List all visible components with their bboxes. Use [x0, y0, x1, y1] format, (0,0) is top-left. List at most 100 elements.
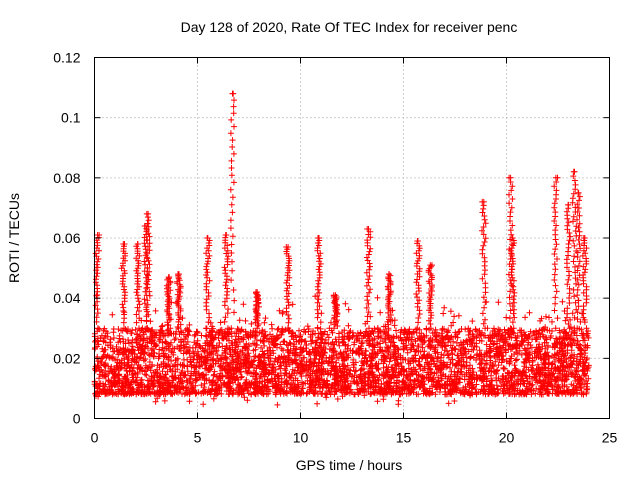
data-point: [183, 377, 190, 384]
data-point: [266, 361, 273, 368]
data-point: [181, 372, 188, 379]
data-point: [220, 380, 227, 387]
data-point: [289, 301, 296, 308]
data-point: [239, 350, 246, 356]
data-point: [274, 326, 281, 333]
data-point: [312, 384, 318, 391]
data-point: [580, 289, 587, 296]
data-point: [552, 300, 559, 307]
data-point: [229, 364, 236, 371]
data-point: [227, 130, 234, 137]
data-point: [481, 239, 488, 245]
data-point: [307, 334, 314, 340]
data-point: [308, 340, 315, 347]
data-point: [315, 296, 322, 303]
data-point: [521, 345, 528, 352]
data-point: [161, 397, 168, 404]
data-point: [113, 343, 120, 350]
data-point: [230, 353, 236, 360]
data-point: [564, 310, 571, 317]
data-point: [565, 219, 572, 226]
data-point: [115, 326, 122, 333]
data-point: [552, 227, 559, 234]
data-point: [453, 361, 459, 368]
data-point: [94, 264, 101, 271]
data-point: [479, 246, 486, 253]
data-point: [455, 312, 462, 319]
data-point: [551, 204, 558, 211]
data-point: [145, 217, 152, 224]
data-point: [448, 368, 455, 375]
data-point: [509, 196, 516, 202]
data-point: [469, 318, 476, 325]
data-point: [110, 348, 117, 355]
data-point: [317, 319, 324, 326]
data-point: [227, 186, 234, 193]
data-point: [297, 367, 304, 374]
data-point: [372, 350, 379, 357]
data-point: [448, 322, 455, 329]
data-point: [367, 286, 374, 293]
data-point: [214, 357, 220, 364]
chart-title: Day 128 of 2020, Rate Of TEC Index for r…: [181, 19, 518, 35]
data-point: [285, 319, 292, 326]
data-point: [583, 293, 590, 299]
data-point: [543, 313, 549, 320]
data-point: [314, 400, 321, 407]
data-point: [514, 332, 521, 339]
data-point: [571, 253, 578, 260]
data-point: [445, 327, 452, 334]
data-point: [94, 258, 101, 265]
data-point: [156, 346, 163, 353]
data-point: [374, 339, 381, 346]
data-point: [93, 276, 99, 283]
data-point: [225, 391, 232, 398]
data-point: [143, 317, 150, 324]
data-point: [397, 329, 404, 336]
data-point: [409, 355, 415, 361]
data-point: [114, 356, 121, 363]
data-point: [167, 366, 174, 373]
data-point: [451, 398, 458, 404]
data-point: [316, 263, 323, 270]
data-point: [570, 258, 577, 265]
data-point: [516, 387, 523, 394]
data-point: [559, 372, 566, 379]
data-point: [229, 90, 236, 97]
data-point: [275, 354, 282, 361]
data-point: [559, 298, 566, 305]
data-point: [351, 341, 358, 348]
data-point: [576, 241, 583, 248]
data-point: [228, 165, 235, 171]
data-point: [335, 330, 342, 337]
data-point: [161, 345, 168, 352]
data-point: [341, 368, 348, 375]
data-point: [268, 376, 275, 382]
data-point: [536, 341, 543, 348]
data-point: [571, 168, 578, 175]
data-point: [456, 379, 463, 386]
data-point: [228, 241, 235, 248]
data-point: [500, 364, 507, 371]
data-point: [564, 388, 571, 395]
data-point: [538, 315, 545, 322]
data-point: [133, 289, 140, 296]
data-point: [260, 339, 267, 345]
data-point: [251, 357, 258, 364]
data-point: [227, 217, 234, 224]
data-point: [371, 325, 378, 332]
data-point: [286, 315, 292, 322]
data-point: [217, 319, 224, 326]
data-point: [329, 358, 336, 365]
data-point: [134, 292, 141, 299]
data-point: [210, 395, 217, 402]
data-point: [344, 362, 351, 369]
data-point: [563, 334, 570, 341]
data-point: [309, 346, 316, 353]
data-point: [444, 348, 450, 355]
data-point: [427, 321, 434, 327]
data-point: [504, 385, 511, 392]
data-point: [507, 174, 514, 181]
data-point: [580, 303, 587, 310]
data-point: [462, 326, 469, 333]
